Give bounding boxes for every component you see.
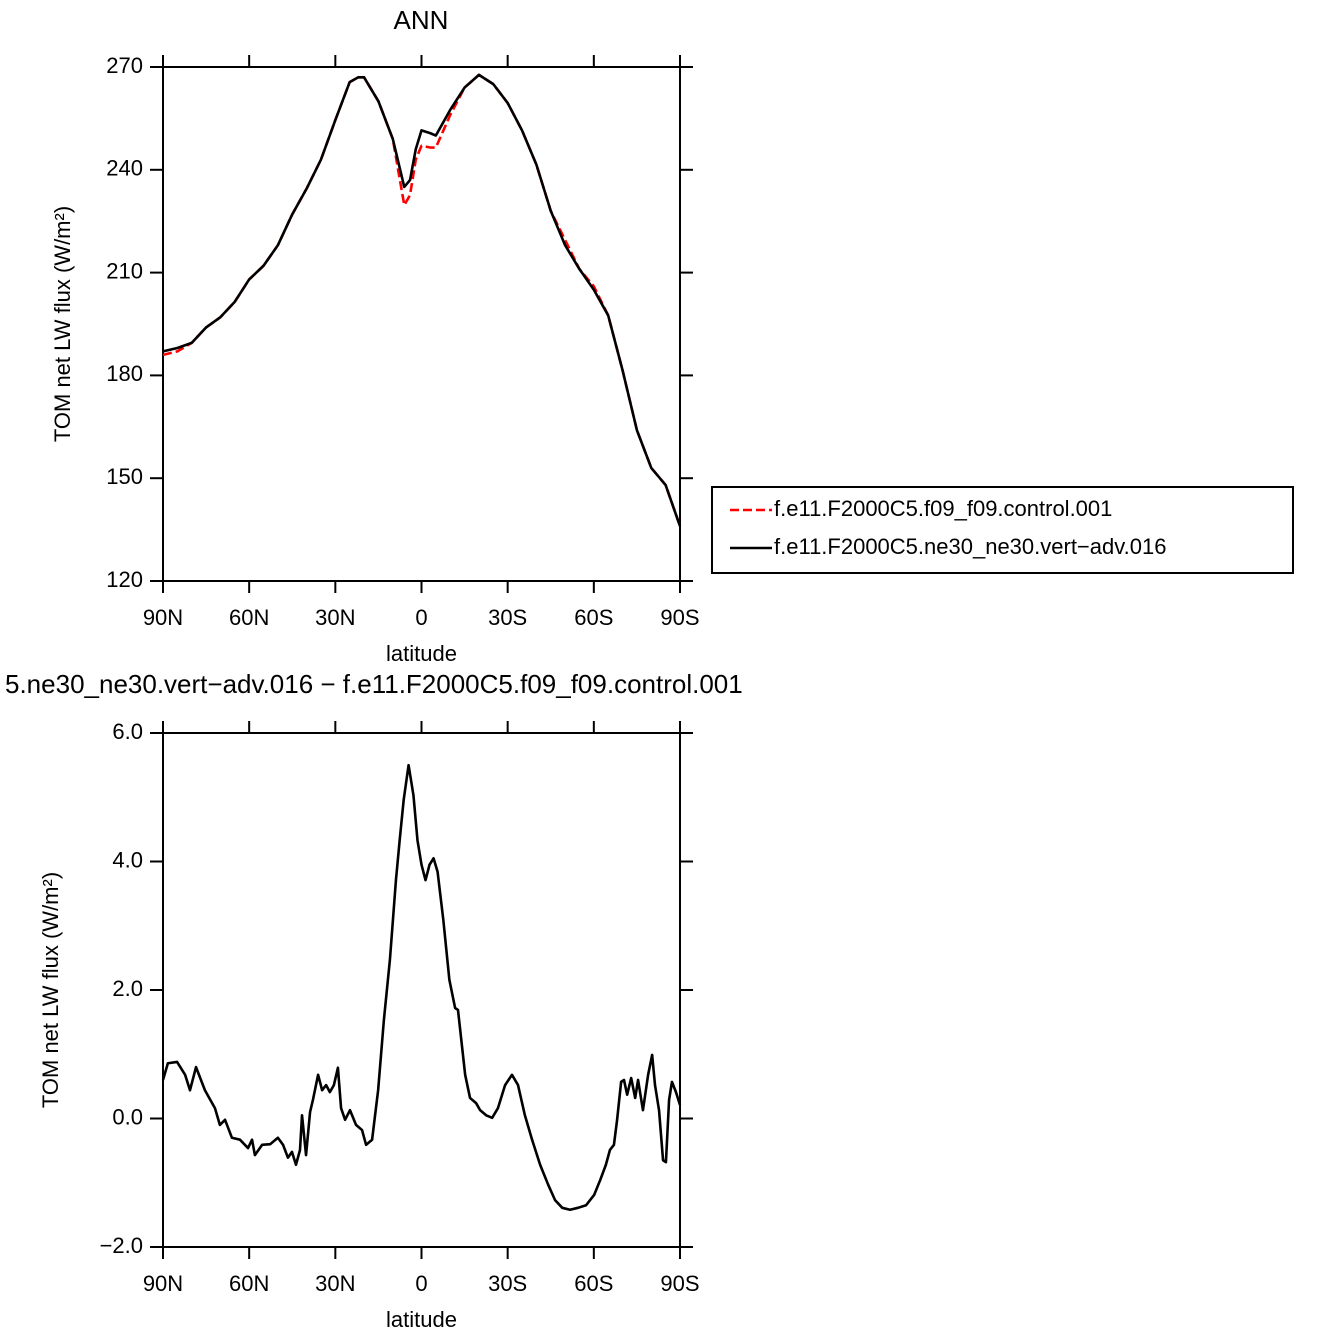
y-tick-label: −2.0 [100, 1233, 143, 1258]
x-tick-label: 30S [488, 1271, 527, 1296]
x-tick-label: 60N [229, 1271, 269, 1296]
data-line [162, 73, 682, 527]
y-axis-label: TOM net LW flux (W/m²) [50, 206, 75, 442]
x-axis-label: latitude [386, 1307, 457, 1332]
x-tick-label: 90N [143, 605, 183, 630]
chart-title: ANN [394, 5, 449, 35]
y-axis-label: TOM net LW flux (W/m²) [38, 872, 63, 1108]
y-tick-label: 240 [106, 156, 143, 181]
y-tick-label: 210 [106, 258, 143, 283]
x-tick-label: 0 [415, 605, 427, 630]
legend-label: f.e11.F2000C5.f09_f09.control.001 [774, 496, 1112, 521]
y-tick-label: 6.0 [112, 719, 143, 744]
x-tick-label: 30N [315, 605, 355, 630]
chart-title: 5.ne30_ne30.vert−adv.016 − f.e11.F2000C5… [5, 669, 743, 699]
y-tick-label: 270 [106, 53, 143, 78]
plot-frame [162, 66, 681, 582]
x-axis-label: latitude [386, 641, 457, 666]
x-tick-label: 90S [660, 605, 699, 630]
y-tick-label: 120 [106, 567, 143, 592]
x-tick-label: 0 [415, 1271, 427, 1296]
x-tick-label: 60S [574, 1271, 613, 1296]
legend-box [711, 486, 1294, 574]
x-tick-label: 30S [488, 605, 527, 630]
data-line [161, 763, 682, 1212]
legend-label: f.e11.F2000C5.ne30_ne30.vert−adv.016 [774, 534, 1166, 559]
x-tick-label: 30N [315, 1271, 355, 1296]
y-tick-label: 150 [106, 464, 143, 489]
x-tick-label: 60S [574, 605, 613, 630]
y-tick-label: 180 [106, 361, 143, 386]
data-line [162, 73, 682, 527]
y-tick-label: 0.0 [112, 1104, 143, 1129]
y-tick-label: 4.0 [112, 847, 143, 872]
x-tick-label: 90S [660, 1271, 699, 1296]
x-tick-label: 60N [229, 605, 269, 630]
x-tick-label: 90N [143, 1271, 183, 1296]
plot-frame [162, 732, 681, 1248]
y-tick-label: 2.0 [112, 976, 143, 1001]
